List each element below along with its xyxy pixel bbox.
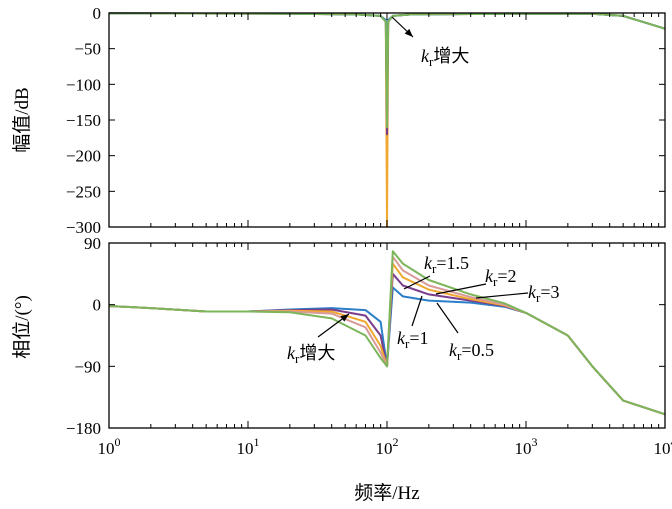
magnitude-y-tick-label: −250	[66, 182, 101, 201]
kr-increase-label-mag: kr增大	[421, 46, 469, 69]
kr-1.5-label: kr=1.5	[424, 253, 469, 276]
kr-increase-arrow-phase-head	[340, 314, 349, 322]
phase-y-tick-label: −90	[74, 357, 101, 376]
magnitude-y-tick-label: −50	[74, 40, 101, 59]
x-tick-label: 102	[376, 435, 399, 458]
magnitude-series-line-3	[108, 12, 666, 129]
x-tick-label: 100	[98, 435, 121, 458]
kr-increase-label-phase: kr增大	[287, 343, 335, 366]
kr-1.5-leader	[403, 275, 431, 290]
kr-2-leader	[435, 283, 487, 295]
magnitude-y-tick-label: −150	[66, 111, 101, 130]
chart-labels: 幅值/dB 相位/(°) 频率/Hz	[11, 87, 420, 504]
kr-increase-arrow-mag-head	[404, 28, 413, 37]
phase-y-tick-label: −180	[66, 419, 101, 438]
phase-y-tick-label: 90	[84, 234, 101, 253]
phase-y-tick-label: 0	[93, 296, 102, 315]
x-tick-label: 101	[237, 435, 260, 458]
kr-2-label: kr=2	[485, 266, 517, 289]
kr-0.5-leader	[436, 302, 459, 334]
x-tick-label: 103	[515, 435, 538, 458]
phase-series-line-4	[108, 250, 666, 416]
magnitude-axis-title: 幅值/dB	[11, 87, 33, 152]
magnitude-panel: 0 −50 −100 −150 −200 −250 −300 kr增大	[66, 4, 666, 237]
phase-plot-frame	[108, 242, 666, 429]
magnitude-y-tick-label: −300	[66, 218, 101, 237]
phase-series-line-1	[108, 272, 666, 416]
magnitude-y-tick-label: −100	[66, 75, 101, 94]
x-tick-label: 104	[654, 435, 672, 458]
frequency-axis-title: 频率/Hz	[354, 482, 419, 504]
kr-1-leader	[411, 295, 423, 327]
phase-axis-title: 相位/(°)	[11, 295, 33, 359]
kr-3-label: kr=3	[528, 282, 560, 305]
phase-series-line-2	[108, 262, 666, 416]
kr-1-label: kr=1	[397, 328, 429, 351]
magnitude-y-tick-label: 0	[93, 4, 102, 23]
magnitude-y-tick-label: −200	[66, 147, 101, 166]
phase-series-line-3	[108, 255, 666, 416]
kr-0.5-label: kr=0.5	[449, 340, 494, 363]
kr-3-leader	[475, 292, 529, 299]
